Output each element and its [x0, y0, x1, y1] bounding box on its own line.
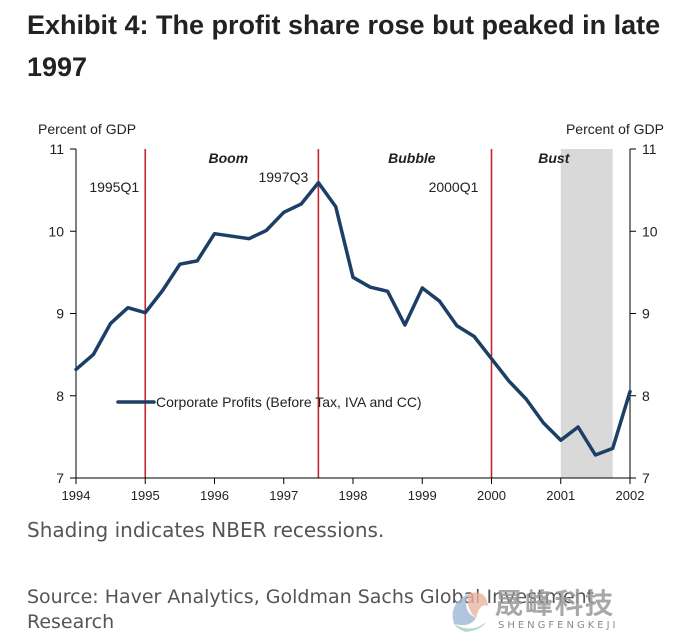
y-axis-label-right: Percent of GDP	[566, 121, 664, 137]
data-point	[282, 210, 286, 214]
y-tick-label-left-11: 11	[49, 141, 64, 157]
data-point	[316, 181, 320, 185]
shading-note: Shading indicates NBER recessions.	[27, 518, 385, 542]
chart: 7 7 8 8 9 9 10 10 11 11 1994 1995 1996 1997 1998 1999 20…	[38, 121, 664, 503]
watermark-logo-icon	[452, 592, 488, 632]
data-point	[109, 321, 113, 325]
period-label-bubble: Bubble	[388, 150, 436, 166]
data-point	[351, 275, 355, 279]
x-tick-label-1995: 1995	[131, 488, 160, 503]
watermark: 晟峰科技 SHENGFENGKEJI	[440, 580, 690, 640]
legend-label: Corporate Profits (Before Tax, IVA and C…	[156, 394, 422, 410]
period-label-bust: Bust	[538, 150, 570, 166]
event-label-2000Q1: 2000Q1	[429, 179, 479, 195]
x-tick-label-2001: 2001	[546, 488, 575, 503]
chart-title: Exhibit 4: The profit share rose but pea…	[27, 10, 661, 82]
x-tick-label-2002: 2002	[616, 488, 645, 503]
watermark-subtext: SHENGFENGKEJI	[498, 620, 619, 631]
series-line-corporate-profits	[74, 180, 632, 457]
x-tick-label-2000: 2000	[477, 488, 506, 503]
x-tick-label-1997: 1997	[269, 488, 298, 503]
y-tick-label-left-7: 7	[56, 470, 64, 486]
y-tick-label-right-8: 8	[642, 388, 650, 404]
x-tick-label-1994: 1994	[62, 488, 91, 503]
data-point	[628, 390, 632, 394]
watermark-text: 晟峰科技	[495, 587, 616, 620]
data-point	[559, 438, 563, 442]
data-point	[91, 353, 95, 357]
data-point	[386, 289, 390, 293]
data-point	[334, 205, 338, 208]
x-tick-label-1999: 1999	[408, 488, 437, 503]
data-point	[143, 311, 147, 315]
data-point	[368, 285, 372, 289]
y-tick-label-right-10: 10	[642, 223, 658, 239]
data-point	[420, 286, 424, 290]
recession-shading-0	[560, 149, 613, 478]
data-point	[299, 202, 303, 206]
data-point	[472, 335, 476, 338]
y-tick-label-right-9: 9	[642, 306, 650, 322]
data-point	[576, 425, 580, 429]
x-tick-label-1996: 1996	[200, 488, 229, 503]
data-point	[524, 397, 528, 401]
data-point	[403, 323, 407, 327]
data-point	[593, 453, 597, 457]
data-point	[213, 232, 216, 236]
data-point	[126, 306, 130, 310]
data-point	[230, 234, 234, 238]
data-point	[438, 299, 441, 303]
data-point	[161, 289, 164, 292]
event-label-1995Q1: 1995Q1	[89, 179, 139, 195]
y-tick-label-left-10: 10	[48, 223, 64, 239]
source-note: Source: Haver Analytics, Goldman Sachs G…	[27, 586, 595, 633]
y-tick-label-left-9: 9	[56, 306, 64, 322]
period-label-boom: Boom	[209, 150, 249, 166]
data-point	[455, 324, 459, 328]
data-point	[74, 368, 78, 371]
x-tick-label-1998: 1998	[339, 488, 368, 503]
data-point	[490, 357, 493, 361]
y-tick-label-right-11: 11	[642, 141, 657, 157]
data-point	[178, 262, 182, 266]
y-tick-label-right-7: 7	[642, 470, 650, 486]
data-point	[265, 229, 268, 232]
data-point	[507, 379, 511, 383]
data-point	[195, 259, 199, 263]
data-point	[247, 237, 251, 241]
y-tick-label-left-8: 8	[56, 388, 64, 404]
y-axis-label-left: Percent of GDP	[38, 121, 136, 137]
data-point	[611, 446, 615, 450]
data-point	[542, 421, 545, 425]
event-label-1997Q3: 1997Q3	[258, 169, 308, 185]
